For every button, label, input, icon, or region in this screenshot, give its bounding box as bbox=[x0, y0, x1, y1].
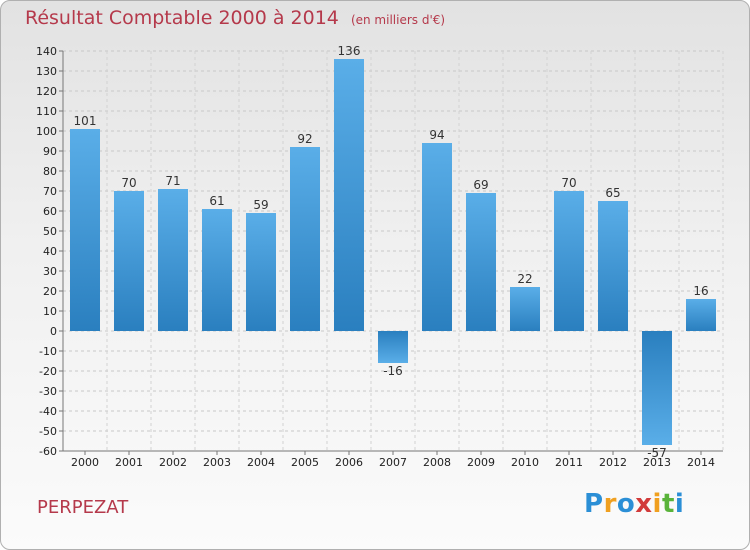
x-tick-label: 2001 bbox=[115, 456, 143, 469]
bar-2005 bbox=[290, 147, 320, 331]
x-tick-label: 2003 bbox=[203, 456, 231, 469]
y-tick-label: -60 bbox=[39, 445, 57, 458]
data-label: 59 bbox=[253, 198, 268, 212]
bar-2004 bbox=[246, 213, 276, 331]
bar-2013 bbox=[642, 331, 672, 445]
x-tick-label: 2008 bbox=[423, 456, 451, 469]
data-label: 94 bbox=[429, 128, 444, 142]
y-tick-label: 50 bbox=[43, 225, 57, 238]
data-label: 101 bbox=[74, 114, 97, 128]
y-tick-label: 20 bbox=[43, 285, 57, 298]
x-tick-label: 2005 bbox=[291, 456, 319, 469]
logo-letter: o bbox=[616, 489, 636, 519]
y-tick-label: -20 bbox=[39, 365, 57, 378]
x-tick-label: 2011 bbox=[555, 456, 583, 469]
data-labels: 101 70 71 61 59 92 136 -16 94 69 22 70 65 -57 16 bbox=[74, 44, 709, 460]
bar-2006 bbox=[334, 59, 364, 331]
bar-2007 bbox=[378, 331, 408, 363]
data-label: 22 bbox=[517, 272, 532, 286]
bar-2008 bbox=[422, 143, 452, 331]
bar-2001 bbox=[114, 191, 144, 331]
y-tick-label: 30 bbox=[43, 265, 57, 278]
data-label: 61 bbox=[209, 194, 224, 208]
bar-2012 bbox=[598, 201, 628, 331]
data-label: 65 bbox=[605, 186, 620, 200]
x-tick-label: 2010 bbox=[511, 456, 539, 469]
data-label: 71 bbox=[165, 174, 180, 188]
logo-letter: t bbox=[661, 489, 675, 519]
logo-letter: x bbox=[635, 489, 653, 519]
data-label: 70 bbox=[561, 176, 576, 190]
data-label: 92 bbox=[297, 132, 312, 146]
bar-2011 bbox=[554, 191, 584, 331]
bars bbox=[70, 59, 716, 445]
x-tick-label: 2002 bbox=[159, 456, 187, 469]
y-tick-label: 90 bbox=[43, 145, 57, 158]
y-tick-label: -50 bbox=[39, 425, 57, 438]
x-tick-label: 2004 bbox=[247, 456, 275, 469]
y-tick-label: 0 bbox=[50, 325, 57, 338]
x-tick-label: 2000 bbox=[71, 456, 99, 469]
logo-letter: i bbox=[652, 489, 662, 519]
y-tick-label: -30 bbox=[39, 385, 57, 398]
bar-2010 bbox=[510, 287, 540, 331]
x-tick-label: 2007 bbox=[379, 456, 407, 469]
bar-2000 bbox=[70, 129, 100, 331]
data-label: 70 bbox=[121, 176, 136, 190]
y-tick-label: -40 bbox=[39, 405, 57, 418]
y-tick-label: 40 bbox=[43, 245, 57, 258]
y-tick-label: 60 bbox=[43, 205, 57, 218]
data-label: 136 bbox=[338, 44, 361, 58]
y-tick-label: 10 bbox=[43, 305, 57, 318]
bar-2014 bbox=[686, 299, 716, 331]
bar-2009 bbox=[466, 193, 496, 331]
x-tick-label: 2006 bbox=[335, 456, 363, 469]
logo-letter: P bbox=[584, 489, 604, 519]
data-label: -57 bbox=[647, 446, 667, 460]
data-label: -16 bbox=[383, 364, 403, 378]
y-tick-label: 80 bbox=[43, 165, 57, 178]
logo-letter: r bbox=[603, 489, 617, 519]
chart-title: Résultat Comptable 2000 à 2014 (en milli… bbox=[25, 7, 445, 29]
axes: 1401301201101009080706050403020100-10-20… bbox=[36, 45, 723, 469]
x-tick-label: 2014 bbox=[687, 456, 715, 469]
bar-2003 bbox=[202, 209, 232, 331]
y-tick-label: 120 bbox=[36, 85, 57, 98]
bar-2002 bbox=[158, 189, 188, 331]
commune-name: PERPEZAT bbox=[37, 497, 129, 518]
y-tick-label: 100 bbox=[36, 125, 57, 138]
title-unit: (en milliers d'€) bbox=[350, 13, 446, 27]
data-label: 16 bbox=[693, 284, 708, 298]
logo-letter: i bbox=[674, 489, 685, 519]
data-label: 69 bbox=[473, 178, 488, 192]
x-tick-label: 2013 bbox=[643, 456, 671, 469]
y-tick-label: 140 bbox=[36, 45, 57, 58]
y-tick-label: 70 bbox=[43, 185, 57, 198]
y-tick-label: 130 bbox=[36, 65, 57, 78]
x-tick-label: 2012 bbox=[599, 456, 627, 469]
x-tick-label: 2009 bbox=[467, 456, 495, 469]
proxiti-logo: Proxiti bbox=[584, 489, 684, 519]
y-tick-label: -10 bbox=[39, 345, 57, 358]
y-tick-label: 110 bbox=[36, 105, 57, 118]
title-text: Résultat Comptable 2000 à 2014 bbox=[25, 7, 339, 29]
